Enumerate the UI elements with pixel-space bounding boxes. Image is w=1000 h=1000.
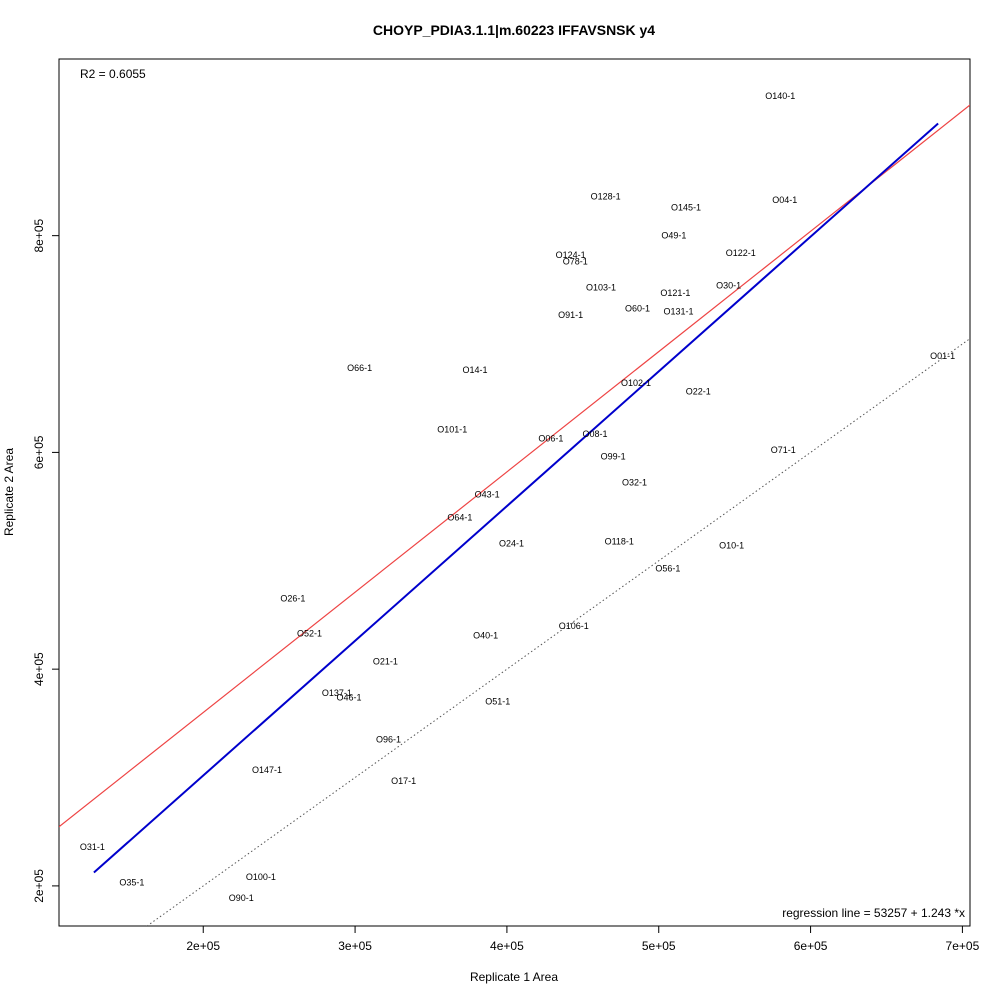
- point-label: O102-1: [621, 378, 651, 388]
- point-label: O78-1: [563, 257, 588, 267]
- point-label: O118-1: [605, 536, 634, 546]
- y-tick-label: 4e+05: [32, 652, 46, 686]
- point-label: O31-1: [80, 842, 105, 852]
- r2-annotation: R2 = 0.6055: [80, 67, 146, 81]
- x-axis-label: Replicate 1 Area: [470, 970, 558, 984]
- point-label: O147-1: [252, 765, 282, 775]
- point-label: O21-1: [373, 657, 398, 667]
- point-label: O49-1: [661, 231, 686, 241]
- x-tick-label: 3e+05: [338, 939, 372, 953]
- point-label: O56-1: [655, 563, 680, 573]
- regression-line: [93, 122, 939, 874]
- point-label: O10-1: [719, 541, 744, 551]
- point-label: O32-1: [622, 478, 647, 488]
- point-label: O17-1: [391, 776, 416, 786]
- point-label: O122-1: [726, 248, 756, 258]
- point-label: O137-1: [322, 688, 352, 698]
- regression-equation: regression line = 53257 + 1.243 *x: [782, 906, 965, 920]
- point-label: O90-1: [229, 893, 254, 903]
- point-label: O22-1: [686, 387, 711, 397]
- point-label: O14-1: [463, 365, 488, 375]
- red-reference-line: [59, 104, 970, 828]
- point-label: O06-1: [538, 433, 563, 443]
- point-label: O140-1: [765, 91, 795, 101]
- y-axis-label: Replicate 2 Area: [2, 448, 16, 536]
- point-label: O106-1: [559, 621, 589, 631]
- point-label: O40-1: [473, 631, 498, 641]
- point-label: O01-1: [930, 351, 955, 361]
- x-tick-label: 6e+05: [794, 939, 828, 953]
- x-axis: 2e+05 3e+05 4e+05 5e+05 6e+05 7e+05: [186, 926, 980, 953]
- y-axis: 2e+05 4e+05 6e+05 8e+05: [32, 218, 59, 903]
- point-label: O131-1: [663, 307, 693, 317]
- point-label: O91-1: [558, 310, 583, 320]
- x-tick-label: 5e+05: [642, 939, 676, 953]
- point-label: O124-1: [556, 250, 586, 260]
- y-tick-label: 8e+05: [32, 218, 46, 252]
- y-tick-label: 6e+05: [32, 435, 46, 469]
- point-label: O52-1: [297, 628, 322, 638]
- point-label: O43-1: [475, 490, 500, 500]
- reference-lines: [59, 104, 970, 926]
- point-label: O51-1: [485, 697, 510, 707]
- point-label: O08-1: [582, 429, 607, 439]
- x-tick-label: 4e+05: [490, 939, 524, 953]
- identity-dotted-line: [146, 338, 970, 926]
- point-label: O121-1: [660, 288, 690, 298]
- point-label: O128-1: [591, 192, 621, 202]
- point-label: O26-1: [280, 594, 305, 604]
- point-label: O24-1: [499, 538, 524, 548]
- chart-title: CHOYP_PDIA3.1.1|m.60223 IFFAVSNSK y4: [373, 22, 655, 38]
- point-label: O99-1: [601, 452, 626, 462]
- point-label: O101-1: [437, 425, 467, 435]
- point-label: O100-1: [246, 872, 276, 882]
- point-label: O96-1: [376, 735, 401, 745]
- point-label: O145-1: [671, 202, 701, 212]
- point-labels: O140-1 O128-1 O04-1 O145-1 O49-1 O124-1 O122-1…: [80, 91, 955, 903]
- x-tick-label: 2e+05: [186, 939, 220, 953]
- y-tick-label: 2e+05: [32, 869, 46, 903]
- point-label: O46-1: [336, 692, 361, 702]
- point-label: O30-1: [716, 281, 741, 291]
- plot-frame: [58, 58, 971, 927]
- point-label: O60-1: [625, 303, 650, 313]
- point-label: O66-1: [347, 363, 372, 373]
- point-label: O64-1: [447, 512, 472, 522]
- point-label: O04-1: [772, 195, 797, 205]
- point-label: O103-1: [586, 283, 616, 293]
- point-label: O35-1: [119, 878, 144, 888]
- x-tick-label: 7e+05: [946, 939, 980, 953]
- point-label: O71-1: [771, 445, 796, 455]
